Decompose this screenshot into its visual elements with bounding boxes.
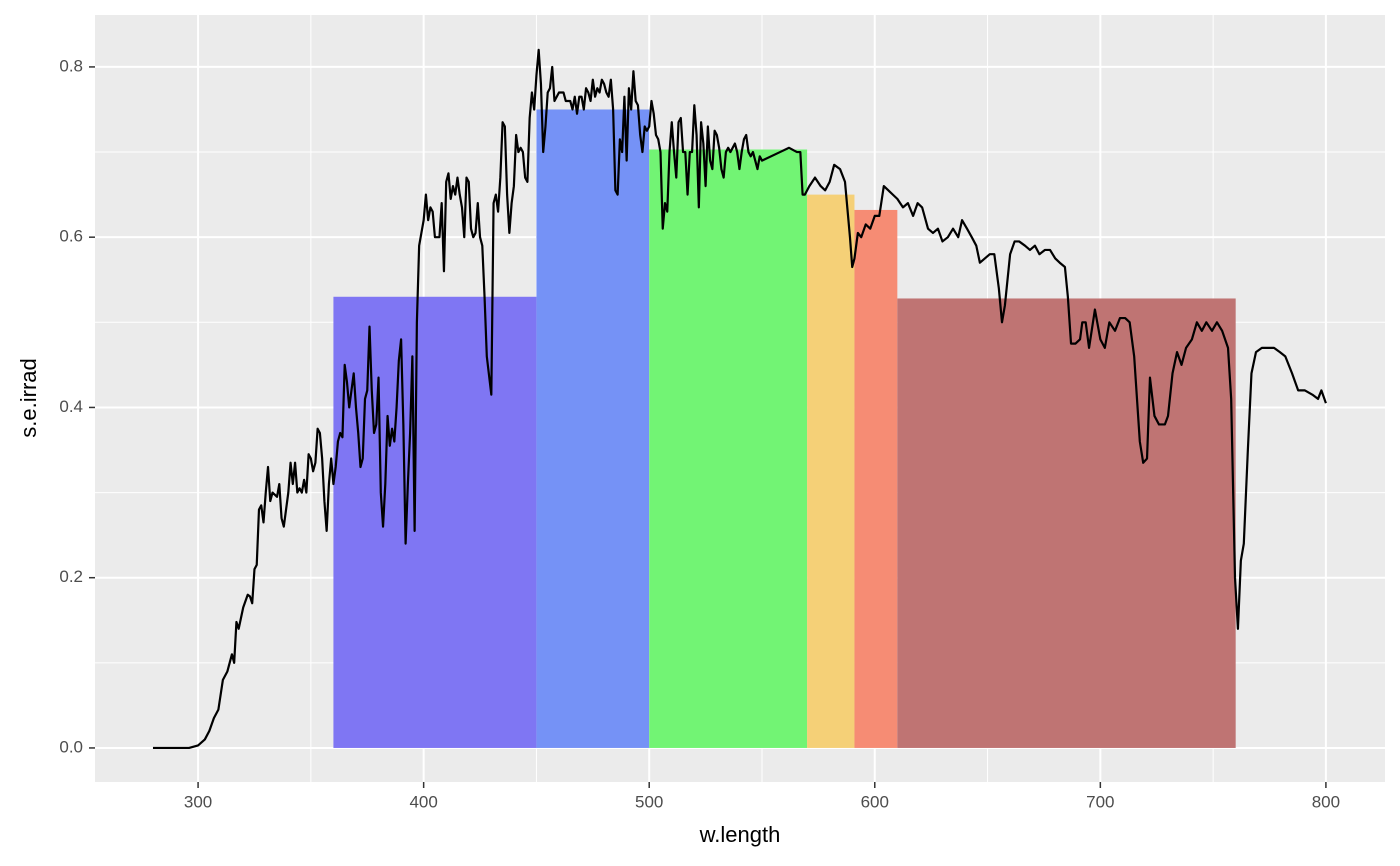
- y-tick-label: 0.6: [59, 227, 83, 246]
- spectrum-line: [152, 48, 1327, 750]
- band-bar: [649, 149, 808, 748]
- band-bar: [807, 194, 855, 748]
- x-tick-label: 600: [861, 792, 889, 811]
- x-tick-label: 800: [1312, 792, 1340, 811]
- band-bar: [333, 296, 537, 748]
- marks: [152, 48, 1327, 750]
- band-bar: [897, 298, 1236, 748]
- y-axis-title: s.e.irrad: [16, 358, 41, 437]
- y-tick-label: 0.0: [59, 737, 83, 756]
- x-tick-label: 500: [635, 792, 663, 811]
- y-tick-label: 0.4: [59, 397, 83, 416]
- x-axis-title: w.length: [699, 822, 781, 847]
- band-bar: [854, 209, 898, 748]
- y-tick-label: 0.8: [59, 56, 83, 75]
- x-tick-label: 400: [409, 792, 437, 811]
- x-tick-label: 300: [184, 792, 212, 811]
- y-tick-label: 0.2: [59, 567, 83, 586]
- x-tick-label: 700: [1086, 792, 1114, 811]
- axes: 300 400 500 600 700 800 0.0 0.2 0.4 0.6 0.8: [59, 56, 1340, 811]
- band-bar: [536, 109, 650, 748]
